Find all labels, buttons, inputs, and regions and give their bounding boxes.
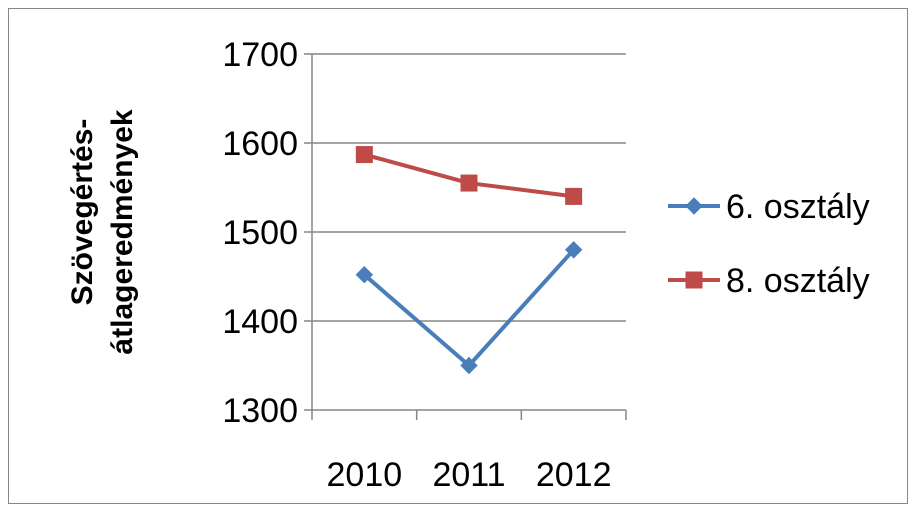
gridlines — [312, 53, 626, 322]
legend: 6. osztály 8. osztály — [668, 188, 870, 300]
chart-frame — [8, 8, 908, 504]
y-axis-title: Szövegértés- átlageredmények — [66, 109, 139, 354]
y-tick-labels: 1300 1400 1500 1600 1700 — [222, 36, 298, 430]
series-1-point-2011 — [460, 356, 478, 375]
x-tick-label-2012: 2012 — [536, 456, 612, 494]
series-2-point-2011 — [460, 174, 478, 192]
series-1-line — [363, 248, 576, 368]
x-tick-label-2010: 2010 — [327, 456, 403, 494]
series-2-point-2012 — [565, 187, 583, 205]
y-tick-label-1600: 1600 — [222, 125, 298, 163]
y-tick-label-1300: 1300 — [222, 392, 298, 430]
legend-item-1-label: 6. osztály — [726, 188, 870, 226]
y-tick-label-1400: 1400 — [222, 303, 298, 341]
y-axis-title-line-2: átlageredmények — [106, 109, 139, 354]
series-2-point-2010 — [355, 146, 373, 164]
series-1-point-2012 — [564, 241, 583, 259]
series-1-point-2010 — [355, 266, 374, 284]
series-lines — [355, 146, 583, 375]
y-tick-label-1700: 1700 — [222, 36, 298, 74]
legend-item-1-marker — [685, 197, 703, 215]
legend-item-2-marker — [685, 271, 703, 289]
y-axis-title-line-1: Szövegértés- — [66, 119, 99, 306]
x-tick-label-2011: 2011 — [432, 456, 505, 494]
legend-item-2-label: 8. osztály — [726, 262, 870, 300]
x-tick-labels: 2010 2011 2012 — [327, 456, 612, 494]
axes — [304, 53, 627, 420]
y-tick-label-1500: 1500 — [222, 214, 298, 252]
